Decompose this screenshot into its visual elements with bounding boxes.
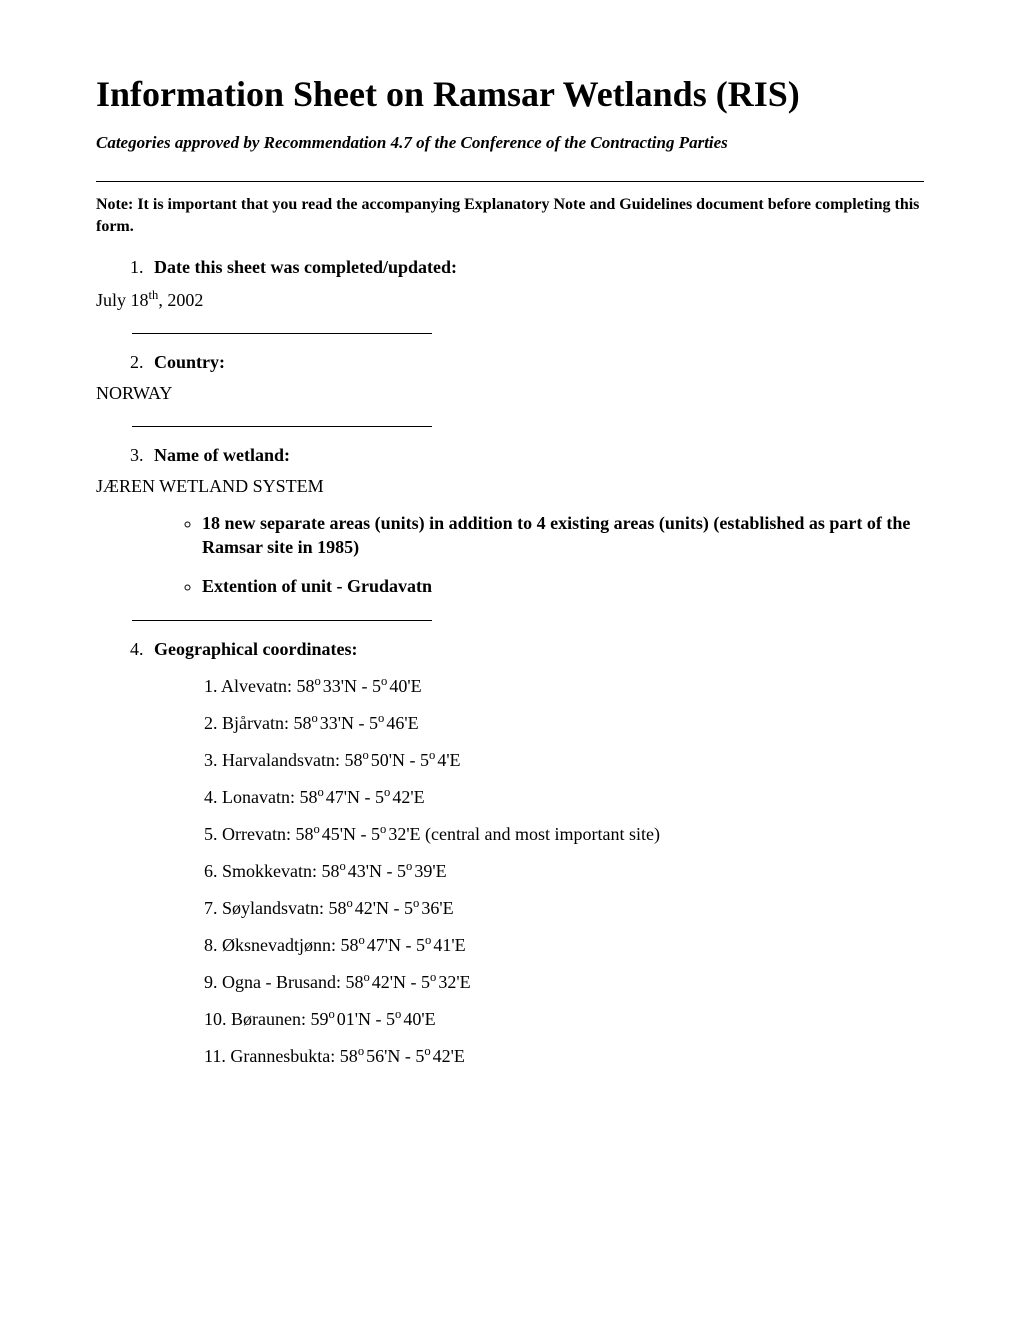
item-coordinates: Geographical coordinates: xyxy=(148,639,924,660)
answer-wetland-name: JÆREN WETLAND SYSTEM xyxy=(96,476,924,497)
label-date: Date this sheet was completed/updated: xyxy=(154,257,457,277)
label-coordinates: Geographical coordinates: xyxy=(154,639,357,659)
document-subtitle: Categories approved by Recommendation 4.… xyxy=(96,133,924,153)
list-item: Extention of unit - Grudavatn xyxy=(202,574,924,598)
coord-row: 11. Grannesbukta: 58o56'N - 5o42'E xyxy=(204,1044,924,1067)
coord-row: 5. Orrevatn: 58o45'N - 5o32'E (central a… xyxy=(204,822,924,845)
coord-row: 2. Bjårvatn: 58o33'N - 5o46'E xyxy=(204,711,924,734)
coord-row: 1. Alvevatn: 58o33'N - 5o40'E xyxy=(204,674,924,697)
divider-short xyxy=(132,426,432,427)
list-item: 18 new separate areas (units) in additio… xyxy=(202,511,924,560)
divider-full xyxy=(96,181,924,182)
coord-row: 10. Børaunen: 59o01'N - 5o40'E xyxy=(204,1007,924,1030)
coord-row: 6. Smokkevatn: 58o43'N - 5o39'E xyxy=(204,859,924,882)
item-date: Date this sheet was completed/updated: xyxy=(148,257,924,278)
note-text: Note: It is important that you read the … xyxy=(96,194,924,237)
coord-row: 7. Søylandsvatn: 58o42'N - 5o36'E xyxy=(204,896,924,919)
coord-row: 4. Lonavatn: 58o47'N - 5o42'E xyxy=(204,785,924,808)
divider-short xyxy=(132,620,432,621)
answer-date: July 18th, 2002 xyxy=(96,288,924,311)
document-title: Information Sheet on Ramsar Wetlands (RI… xyxy=(96,72,924,117)
coordinates-list: 1. Alvevatn: 58o33'N - 5o40'E 2. Bjårvatn… xyxy=(204,674,924,1067)
coord-row: 9. Ogna - Brusand: 58o42'N - 5o32'E xyxy=(204,970,924,993)
coord-row: 8. Øksnevadtjønn: 58o47'N - 5o41'E xyxy=(204,933,924,956)
item-wetland-name: Name of wetland: xyxy=(148,445,924,466)
item-country: Country: xyxy=(148,352,924,373)
label-wetland-name: Name of wetland: xyxy=(154,445,290,465)
wetland-sub-list: 18 new separate areas (units) in additio… xyxy=(172,511,924,598)
coord-row: 3. Harvalandsvatn: 58o50'N - 5o4'E xyxy=(204,748,924,771)
divider-short xyxy=(132,333,432,334)
label-country: Country: xyxy=(154,352,225,372)
answer-country: NORWAY xyxy=(96,383,924,404)
